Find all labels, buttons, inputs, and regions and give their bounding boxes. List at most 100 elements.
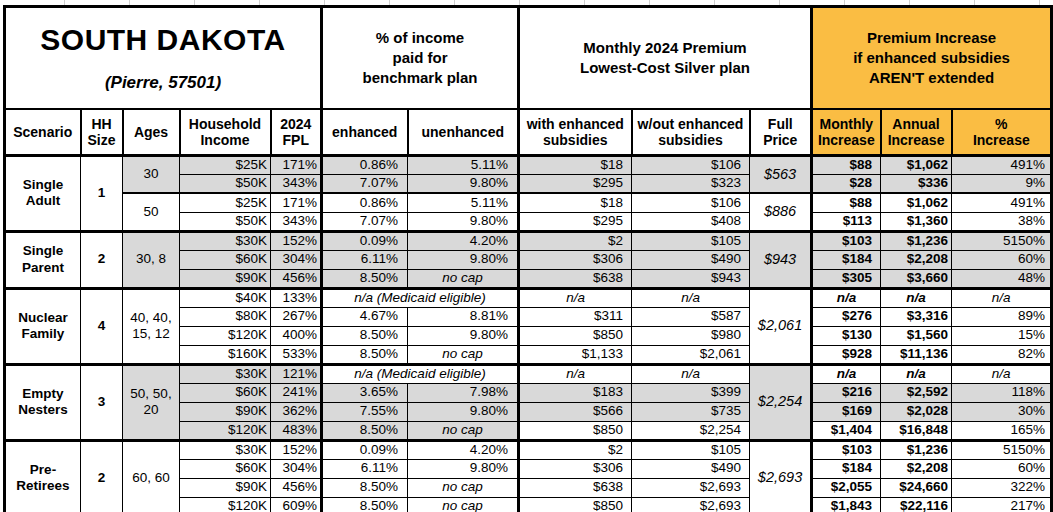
income-cell: $40K bbox=[180, 288, 271, 307]
pct-increase-cell: 5150% bbox=[952, 231, 1052, 250]
fpl-cell: 304% bbox=[271, 250, 322, 269]
col-header-with-subsidies: with enhanced subsidies bbox=[519, 109, 632, 155]
income-cell: $120K bbox=[180, 326, 271, 345]
state-title: SOUTH DAKOTA bbox=[6, 23, 320, 57]
income-cell: $60K bbox=[180, 250, 271, 269]
enhanced-pct-cell: 8.50% bbox=[322, 421, 408, 440]
income-cell: $30K bbox=[180, 440, 271, 459]
enhanced-pct-cell: 0.09% bbox=[322, 440, 408, 459]
with-subsidies-cell: n/a bbox=[519, 364, 632, 383]
medicaid-eligible-cell: n/a (Medicaid eligible) bbox=[322, 364, 519, 383]
full-price-cell: $563 bbox=[750, 155, 812, 193]
fpl-cell: 343% bbox=[271, 212, 322, 231]
with-subsidies-cell: $18 bbox=[519, 155, 632, 174]
hh-size-cell: 4 bbox=[81, 288, 123, 364]
unenhanced-pct-cell: 9.80% bbox=[408, 326, 519, 345]
annual-increase-cell: n/a bbox=[881, 364, 952, 383]
unenhanced-pct-cell: 9.80% bbox=[408, 174, 519, 193]
col-header-fpl: 2024 FPL bbox=[271, 109, 322, 155]
full-price-cell: $2,061 bbox=[750, 288, 812, 364]
with-subsidies-cell: $295 bbox=[519, 212, 632, 231]
enhanced-pct-cell: 4.67% bbox=[322, 307, 408, 326]
unenhanced-pct-cell: no cap bbox=[408, 269, 519, 288]
unenhanced-pct-cell: 9.80% bbox=[408, 212, 519, 231]
col-header-hh-size: HH Size bbox=[81, 109, 123, 155]
with-subsidies-cell: $566 bbox=[519, 402, 632, 421]
enhanced-pct-cell: 7.07% bbox=[322, 174, 408, 193]
fpl-cell: 152% bbox=[271, 440, 322, 459]
col-header-ages: Ages bbox=[123, 109, 180, 155]
fpl-cell: 400% bbox=[271, 326, 322, 345]
with-subsidies-cell: $311 bbox=[519, 307, 632, 326]
full-price-cell: $886 bbox=[750, 193, 812, 231]
col-header-monthly-increase: Monthly Increase bbox=[812, 109, 881, 155]
without-subsidies-cell: $2,254 bbox=[632, 421, 750, 440]
hh-size-cell: 2 bbox=[81, 440, 123, 512]
fpl-cell: 533% bbox=[271, 345, 322, 364]
enhanced-pct-cell: 0.86% bbox=[322, 155, 408, 174]
fpl-cell: 171% bbox=[271, 193, 322, 212]
without-subsidies-cell: $943 bbox=[632, 269, 750, 288]
monthly-increase-cell: $305 bbox=[812, 269, 881, 288]
unenhanced-pct-cell: 5.11% bbox=[408, 155, 519, 174]
enhanced-pct-cell: 8.50% bbox=[322, 269, 408, 288]
monthly-increase-cell: $169 bbox=[812, 402, 881, 421]
income-cell: $60K bbox=[180, 459, 271, 478]
annual-increase-cell: $24,660 bbox=[881, 478, 952, 497]
monthly-increase-cell: $88 bbox=[812, 155, 881, 174]
annual-increase-cell: $1,062 bbox=[881, 155, 952, 174]
ages-cell: 30 bbox=[123, 155, 180, 193]
with-subsidies-cell: $295 bbox=[519, 174, 632, 193]
full-price-cell: $2,693 bbox=[750, 440, 812, 512]
with-subsidies-cell: $638 bbox=[519, 478, 632, 497]
annual-increase-cell: $1,236 bbox=[881, 231, 952, 250]
unenhanced-pct-cell: 7.98% bbox=[408, 383, 519, 402]
monthly-increase-cell: $216 bbox=[812, 383, 881, 402]
col-header-annual-increase: Annual Increase bbox=[881, 109, 952, 155]
monthly-increase-cell: $113 bbox=[812, 212, 881, 231]
col-header-without-subsidies: w/out enhanced subsidies bbox=[632, 109, 750, 155]
income-cell: $90K bbox=[180, 402, 271, 421]
unenhanced-pct-cell: 8.81% bbox=[408, 307, 519, 326]
pct-increase-cell: 9% bbox=[952, 174, 1052, 193]
fpl-cell: 343% bbox=[271, 174, 322, 193]
monthly-increase-cell: $28 bbox=[812, 174, 881, 193]
annual-increase-cell: $2,208 bbox=[881, 250, 952, 269]
col-header-unenhanced: unenhanced bbox=[408, 109, 519, 155]
monthly-increase-cell: $928 bbox=[812, 345, 881, 364]
monthly-increase-cell: $1,404 bbox=[812, 421, 881, 440]
col-header-pct-increase: % Increase bbox=[952, 109, 1052, 155]
pct-increase-cell: 118% bbox=[952, 383, 1052, 402]
with-subsidies-cell: $850 bbox=[519, 497, 632, 512]
scenario-cell: Single Adult bbox=[5, 155, 81, 231]
pct-increase-cell: 82% bbox=[952, 345, 1052, 364]
pct-increase-cell: 30% bbox=[952, 402, 1052, 421]
fpl-cell: 267% bbox=[271, 307, 322, 326]
monthly-increase-cell: $88 bbox=[812, 193, 881, 212]
fpl-cell: 304% bbox=[271, 459, 322, 478]
annual-increase-cell: $1,360 bbox=[881, 212, 952, 231]
annual-increase-cell: $1,560 bbox=[881, 326, 952, 345]
fpl-cell: 121% bbox=[271, 364, 322, 383]
monthly-increase-cell: $1,843 bbox=[812, 497, 881, 512]
with-subsidies-cell: $2 bbox=[519, 231, 632, 250]
enhanced-pct-cell: 0.86% bbox=[322, 193, 408, 212]
annual-increase-cell: $1,236 bbox=[881, 440, 952, 459]
with-subsidies-cell: n/a bbox=[519, 288, 632, 307]
col-header-scenario: Scenario bbox=[5, 109, 81, 155]
annual-increase-cell: $2,028 bbox=[881, 402, 952, 421]
increase-section-header: Premium Increase if enhanced subsidies A… bbox=[812, 7, 1052, 110]
without-subsidies-cell: $2,693 bbox=[632, 478, 750, 497]
annual-increase-cell: $16,848 bbox=[881, 421, 952, 440]
ages-cell: 50, 50, 20 bbox=[123, 364, 180, 440]
full-price-cell: $2,254 bbox=[750, 364, 812, 440]
unenhanced-pct-cell: 5.11% bbox=[408, 193, 519, 212]
without-subsidies-cell: $2,061 bbox=[632, 345, 750, 364]
without-subsidies-cell: $106 bbox=[632, 193, 750, 212]
without-subsidies-cell: $2,693 bbox=[632, 497, 750, 512]
medicaid-eligible-cell: n/a (Medicaid eligible) bbox=[322, 288, 519, 307]
income-cell: $30K bbox=[180, 364, 271, 383]
with-subsidies-cell: $850 bbox=[519, 326, 632, 345]
scenario-cell: Nuclear Family bbox=[5, 288, 81, 364]
without-subsidies-cell: $587 bbox=[632, 307, 750, 326]
